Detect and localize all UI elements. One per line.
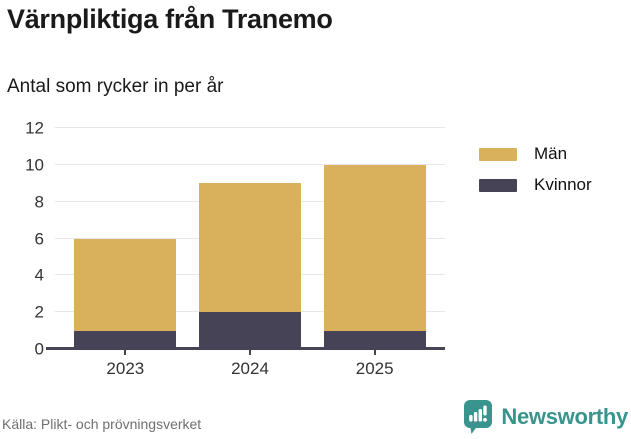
x-axis-tick [373, 350, 376, 355]
x-axis-category: 2025 [312, 350, 437, 379]
newsworthy-logo: Newsworthy [463, 399, 628, 435]
y-axis-tick-label: 12 [25, 118, 44, 138]
stacked-bar-2023 [74, 238, 177, 349]
y-axis-tick-label: 0 [34, 339, 44, 359]
y-axis-tick-label: 6 [34, 229, 44, 248]
bar-segment-män [323, 164, 426, 331]
legend: Män Kvinnor [479, 144, 592, 195]
x-axis-tick-label: 2025 [355, 359, 394, 378]
legend-label: Män [534, 144, 568, 163]
stacked-bar-2024 [198, 183, 302, 349]
x-axis-tick [249, 350, 251, 355]
legend-item-män: Män [479, 144, 592, 164]
legend-item-kvinnor: Kvinnor [479, 175, 592, 195]
x-axis-tick-label: 2024 [231, 359, 269, 378]
legend-label: Kvinnor [534, 175, 592, 194]
source-note: Källa: Plikt- och prövningsverket [2, 416, 202, 432]
plot-area [55, 127, 445, 349]
bar-slot [63, 128, 188, 349]
bar-segment-män [74, 238, 177, 331]
gridline [55, 163, 445, 165]
y-axis-tick-label: 10 [25, 155, 44, 175]
stacked-bar-2025 [323, 164, 426, 349]
y-axis-tick-label: 8 [34, 192, 44, 212]
y-axis: 0 2 4 6 8 10 12 [0, 120, 44, 358]
bar-segment-kvinnor [198, 312, 302, 349]
legend-swatch [479, 178, 517, 192]
chart-title: Värnpliktiga från Tranemo [7, 4, 333, 34]
newsworthy-wordmark: Newsworthy [501, 404, 628, 429]
y-axis-tick-label: 2 [34, 302, 44, 322]
gridline [55, 127, 445, 128]
x-axis-tick [124, 350, 127, 355]
y-axis-tick-label: 4 [34, 265, 44, 285]
x-axis-category: 2024 [188, 350, 313, 379]
newsworthy-icon [464, 400, 493, 434]
bar-segment-kvinnor [74, 330, 177, 349]
bar-segment-män [198, 183, 302, 313]
legend-swatch [479, 147, 517, 161]
bar-segment-kvinnor [323, 330, 426, 349]
x-axis-tick-label: 2023 [106, 359, 145, 378]
chart-subtitle: Antal som rycker in per år [7, 76, 224, 97]
bar-slot [312, 128, 437, 349]
bar-slot [188, 128, 313, 349]
x-axis-category: 2023 [63, 350, 188, 379]
x-axis: 2023 2024 2025 [55, 350, 445, 379]
